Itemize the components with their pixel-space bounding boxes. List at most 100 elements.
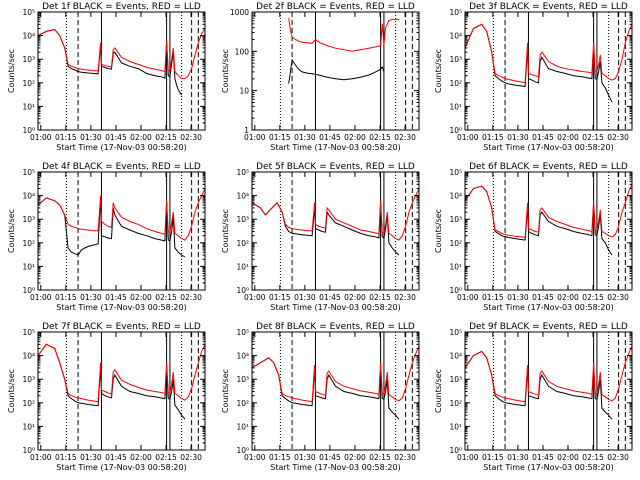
y-tick-label: 10⁰ [236,446,249,455]
y-tick-label: 10⁵ [236,168,249,177]
x-tick-label: 01:00 [457,293,479,302]
x-tick-label: 01:15 [482,453,504,462]
plot-traces [465,345,632,420]
x-tick-label: 02:15 [155,293,177,302]
x-axis-label: Start Time (17-Nov-03 00:58:20) [56,463,186,472]
x-tick-label: 02:15 [582,293,604,302]
x-tick-label: 02:15 [582,133,604,142]
y-tick-label: 10⁴ [449,32,462,41]
y-tick-label: 10⁰ [22,446,35,455]
x-tick-label: 01:30 [80,133,102,142]
plot-traces [38,28,205,96]
y-tick-label: 10¹ [449,422,462,431]
y-tick-label: 10⁴ [449,352,462,361]
x-tick-label: 01:15 [269,133,291,142]
x-axis-label: Start Time (17-Nov-03 00:58:20) [483,303,613,312]
y-tick-label: 10³ [22,215,35,224]
series-line-lld [38,343,205,403]
y-tick-label: 10⁴ [22,352,35,361]
y-tick-label: 10⁴ [449,192,462,201]
y-axis-label: Counts/sec [221,209,230,253]
x-tick-label: 01:45 [532,293,554,302]
x-tick-label: 02:00 [130,133,152,142]
x-tick-label: 02:15 [369,453,391,462]
y-tick-label: 10² [449,79,462,88]
x-tick-label: 01:30 [294,293,316,302]
y-tick-label: 10² [236,239,249,248]
chart-title: Det 8f BLACK = Events, RED = LLD [256,322,415,332]
panel-6: Det 6f BLACK = Events, RED = LLD 01:00 01:… [434,162,633,312]
series-line-events [288,58,385,84]
y-tick-label: 10⁴ [236,352,249,361]
y-tick-label: 10² [22,79,35,88]
x-tick-label: 02:30 [180,133,202,142]
y-tick-label: 10⁰ [449,126,462,135]
y-tick-label: 10¹ [449,102,462,111]
plot-frame [464,171,633,291]
plot-frame [464,331,633,451]
chart-title: Det 9f BLACK = Events, RED = LLD [469,322,628,332]
series-line-events [252,357,400,420]
x-tick-label: 02:00 [344,453,366,462]
x-tick-label: 02:30 [180,293,202,302]
x-tick-label: 02:30 [394,133,416,142]
x-tick-label: 01:00 [457,453,479,462]
y-tick-label: 10¹ [22,102,35,111]
plot-traces [288,18,399,84]
y-tick-label: 10⁵ [449,168,462,177]
plot-frame [251,11,420,131]
y-tick-label: 10³ [22,55,35,64]
x-tick-label: 02:15 [369,293,391,302]
x-tick-label: 01:30 [507,453,529,462]
chart-title: Det 6f BLACK = Events, RED = LLD [469,162,628,172]
x-tick-label: 01:30 [80,453,102,462]
y-tick-label: 10⁰ [236,286,249,295]
y-tick-label: 10⁰ [22,126,35,135]
series-line-events [465,23,613,103]
x-tick-label: 02:30 [607,133,629,142]
y-tick-label: 10³ [22,375,35,384]
x-tick-label: 01:15 [55,133,77,142]
series-line-lld [465,184,632,238]
x-tick-label: 01:15 [55,453,77,462]
x-tick-label: 01:45 [319,293,341,302]
x-tick-label: 01:00 [244,453,266,462]
y-tick-label: 10⁴ [236,192,249,201]
x-axis-label: Start Time (17-Nov-03 00:58:20) [483,463,613,472]
x-tick-label: 01:15 [269,453,291,462]
plot-traces [465,23,632,103]
x-tick-label: 01:30 [294,453,316,462]
x-tick-label: 01:00 [30,293,52,302]
x-tick-label: 01:00 [244,133,266,142]
x-tick-label: 01:30 [80,293,102,302]
x-tick-label: 01:45 [105,453,127,462]
y-tick-label: 10⁰ [449,446,462,455]
x-tick-label: 01:00 [30,133,52,142]
plot-frame [251,331,420,451]
y-axis-label: Counts/sec [221,369,230,413]
x-tick-label: 02:00 [557,453,579,462]
y-tick-label: 10³ [236,375,249,384]
series-line-lld [465,23,632,84]
y-tick-label: 10⁰ [449,286,462,295]
chart-title: Det 1f BLACK = Events, RED = LLD [42,2,201,12]
plot-frame [37,11,206,131]
chart-title: Det 5f BLACK = Events, RED = LLD [256,162,415,172]
x-tick-label: 02:30 [607,293,629,302]
x-tick-label: 02:30 [180,453,202,462]
x-tick-label: 02:15 [582,453,604,462]
chart-title: Det 7f BLACK = Events, RED = LLD [42,322,201,332]
x-tick-label: 01:45 [105,133,127,142]
plot-frame [464,11,633,131]
series-line-lld [252,345,419,403]
x-tick-label: 01:15 [269,293,291,302]
x-tick-label: 02:00 [344,133,366,142]
y-tick-label: 10² [22,239,35,248]
chart-title: Det 2f BLACK = Events, RED = LLD [256,2,415,12]
